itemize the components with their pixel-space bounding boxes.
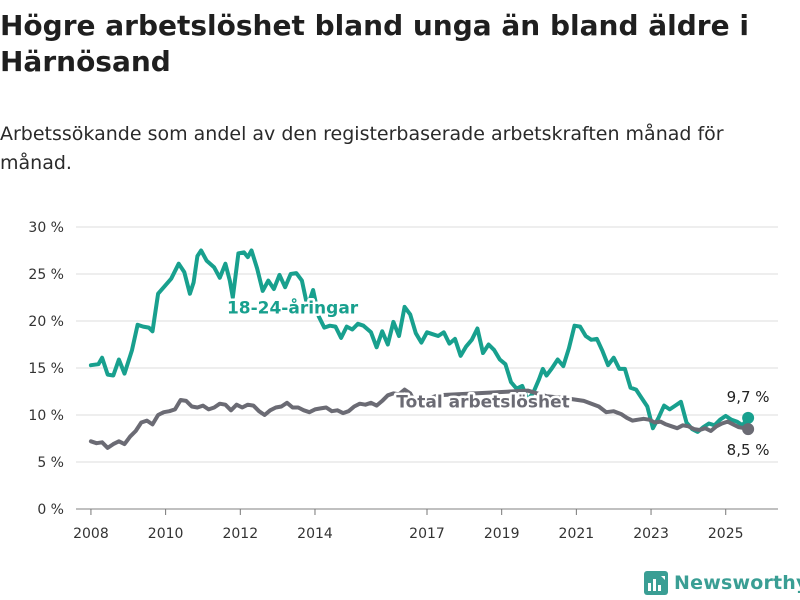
y-tick-label: 20 %	[28, 314, 64, 330]
series-label-youth: 18-24-åringar	[227, 296, 359, 318]
chart-title: Högre arbetslöshet bland unga än bland ä…	[0, 9, 749, 78]
x-axis-ticks: 2008 2010 2012 2014 2017 2019 2021 2023 2025	[73, 509, 744, 542]
y-axis-ticks: 0 % 5 % 10 % 15 % 20 % 25 % 30 %	[28, 220, 64, 518]
series-line-1	[88, 387, 751, 450]
series-lines	[88, 248, 751, 450]
x-tick-label: 2017	[409, 526, 445, 542]
series-labels: 18-24-åringar Total arbetslöshet 9,7 % 8,5 …	[224, 294, 770, 459]
x-tick-label: 2019	[484, 526, 520, 542]
series-line-0	[88, 248, 751, 434]
x-tick-label: 2021	[559, 526, 595, 542]
chart-subtitle: Arbetssökande som andel av den registerb…	[0, 123, 724, 174]
x-tick-label: 2008	[73, 526, 109, 542]
bar-chart-logo-icon	[644, 571, 668, 595]
series-end-value-1: 8,5 %	[727, 441, 770, 459]
y-tick-label: 5 %	[37, 455, 64, 471]
y-tick-label: 30 %	[28, 220, 64, 236]
x-tick-label: 2010	[148, 526, 184, 542]
x-tick-label: 2014	[297, 526, 333, 542]
y-tick-label: 0 %	[37, 502, 64, 518]
x-tick-label: 2023	[633, 526, 669, 542]
y-tick-label: 25 %	[28, 267, 64, 283]
y-tick-label: 10 %	[28, 408, 64, 424]
series-end-marker-1	[742, 423, 755, 436]
x-tick-label: 2025	[708, 526, 744, 542]
series-end-marker-0	[742, 411, 755, 424]
series-label-total: Total arbetslöshet	[396, 392, 570, 412]
series-end-value-0: 9,7 %	[727, 388, 770, 406]
newsworthy-brand: Newsworthy	[644, 568, 800, 598]
brand-name: Newsworthy	[674, 572, 800, 594]
x-tick-label: 2012	[222, 526, 258, 542]
line-chart: 0 %5 %10 %15 %20 %25 %30 % 2008 2010 2012 2…	[28, 220, 778, 542]
y-tick-label: 15 %	[28, 361, 64, 377]
